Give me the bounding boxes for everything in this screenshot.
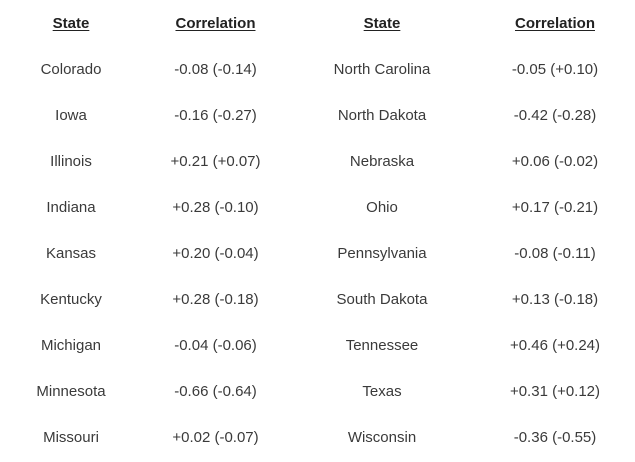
- state-cell: Illinois: [50, 152, 92, 170]
- correlation-cell: +0.31 (+0.12): [509, 382, 601, 400]
- table-row: Iowa -0.16 (-0.27) North Dakota -0.42 (-…: [0, 92, 635, 138]
- correlation-cell: -0.36 (-0.55): [513, 428, 597, 446]
- state-cell: Wisconsin: [347, 428, 417, 446]
- table-row: Kansas +0.20 (-0.04) Pennsylvania -0.08 …: [0, 230, 635, 276]
- table-row: Missouri +0.02 (-0.07) Wisconsin -0.36 (…: [0, 414, 635, 460]
- state-cell: Kansas: [45, 244, 97, 262]
- state-cell: Texas: [362, 382, 402, 400]
- correlation-cell: -0.04 (-0.06): [174, 336, 257, 354]
- state-cell: Missouri: [43, 428, 99, 446]
- table-row: Kentucky +0.28 (-0.18) South Dakota +0.1…: [0, 276, 635, 322]
- table-row: Indiana +0.28 (-0.10) Ohio +0.17 (-0.21): [0, 184, 635, 230]
- state-cell: Michigan: [40, 336, 102, 354]
- correlation-cell: -0.08 (-0.11): [514, 244, 596, 262]
- state-cell: Ohio: [366, 198, 398, 216]
- correlation-cell: +0.28 (-0.18): [172, 290, 259, 308]
- header-state-left: State: [52, 14, 90, 32]
- state-cell: Indiana: [46, 198, 96, 216]
- header-correlation-right: Correlation: [514, 14, 595, 32]
- correlation-cell: +0.21 (+0.07): [170, 152, 261, 170]
- correlation-cell: -0.05 (+0.10): [511, 60, 599, 78]
- correlation-cell: -0.66 (-0.64): [174, 382, 257, 400]
- correlation-cell: -0.42 (-0.28): [513, 106, 597, 124]
- correlation-cell: +0.28 (-0.10): [172, 198, 259, 216]
- table-row: Minnesota -0.66 (-0.64) Texas +0.31 (+0.…: [0, 368, 635, 414]
- state-cell: Colorado: [40, 60, 102, 78]
- header-state-right: State: [363, 14, 401, 32]
- header-row: State Correlation State Correlation: [0, 0, 635, 46]
- state-cell: Nebraska: [349, 152, 415, 170]
- header-correlation-left: Correlation: [175, 14, 256, 32]
- correlation-cell: -0.08 (-0.14): [174, 60, 257, 78]
- correlation-cell: +0.02 (-0.07): [172, 428, 259, 446]
- table-row: Illinois +0.21 (+0.07) Nebraska +0.06 (-…: [0, 138, 635, 184]
- table-row: Colorado -0.08 (-0.14) North Carolina -0…: [0, 46, 635, 92]
- state-cell: South Dakota: [336, 290, 428, 308]
- state-cell: Iowa: [55, 106, 87, 124]
- correlation-cell: +0.46 (+0.24): [509, 336, 601, 354]
- correlation-cell: +0.17 (-0.21): [511, 198, 599, 216]
- state-cell: North Carolina: [333, 60, 431, 78]
- state-cell: Pennsylvania: [337, 244, 427, 262]
- correlation-cell: +0.13 (-0.18): [511, 290, 599, 308]
- state-cell: Minnesota: [36, 382, 106, 400]
- state-cell: Kentucky: [40, 290, 102, 308]
- correlation-cell: +0.06 (-0.02): [511, 152, 599, 170]
- state-cell: Tennessee: [345, 336, 419, 354]
- correlation-cell: +0.20 (-0.04): [172, 244, 259, 262]
- table-row: Michigan -0.04 (-0.06) Tennessee +0.46 (…: [0, 322, 635, 368]
- correlation-cell: -0.16 (-0.27): [174, 106, 257, 124]
- state-cell: North Dakota: [337, 106, 427, 124]
